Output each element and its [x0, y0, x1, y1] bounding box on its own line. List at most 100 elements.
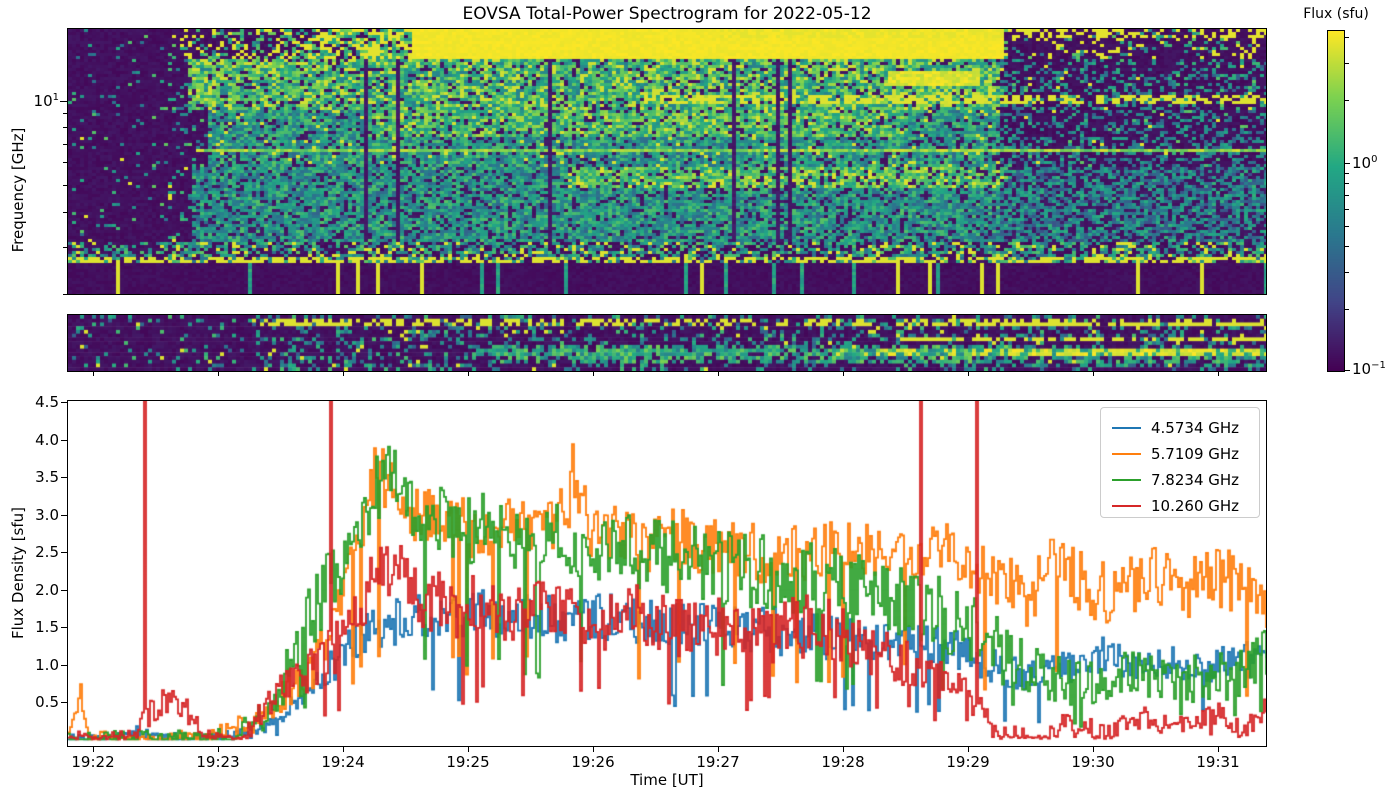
- spectrogram-ylabel: Frequency [GHz]: [9, 127, 27, 253]
- colorbar-tick-minor: [1345, 172, 1349, 174]
- x-tick: [343, 747, 345, 752]
- spectrogram-ytick-minor: [63, 127, 67, 128]
- y-tick: [61, 589, 67, 591]
- legend-label: 7.8234 GHz: [1151, 471, 1240, 489]
- lowband-xtick: [468, 372, 470, 376]
- legend-line-swatch: [1112, 452, 1141, 456]
- colorbar-panel: [1327, 30, 1345, 372]
- colorbar-tick-minor: [1345, 272, 1349, 274]
- legend-label: 4.5734 GHz: [1151, 419, 1240, 437]
- x-tick: [1093, 747, 1095, 752]
- y-tick: [61, 477, 67, 479]
- y-tick: [61, 439, 67, 441]
- y-tick-label: 1.5: [35, 618, 59, 636]
- lowband-xtick: [718, 372, 720, 376]
- colorbar-tick-major: [1345, 162, 1350, 164]
- lowband-xtick: [968, 372, 970, 376]
- figure-title: EOVSA Total-Power Spectrogram for 2022-0…: [462, 4, 872, 24]
- x-tick-label: 19:24: [321, 753, 365, 771]
- legend-line-swatch: [1112, 504, 1141, 508]
- y-tick: [61, 552, 67, 554]
- x-tick-label: 19:22: [71, 753, 115, 771]
- y-tick: [61, 664, 67, 666]
- spectrogram-ytick-minor: [63, 212, 67, 213]
- spectrogram-ytick-minor: [63, 113, 67, 114]
- x-tick: [968, 747, 970, 752]
- colorbar-tick-label-1: 100: [1352, 154, 1378, 172]
- spectrogram-ytick-minor: [63, 247, 67, 248]
- lowband-xtick: [593, 372, 595, 376]
- x-tick-label: 19:26: [571, 753, 615, 771]
- colorbar-tick-minor: [1345, 209, 1349, 211]
- colorbar-tick-major: [1345, 370, 1350, 372]
- timeseries-ylabel: Flux Density [sfu]: [9, 506, 27, 640]
- timeseries-xlabel: Time [UT]: [630, 771, 704, 789]
- x-tick-label: 19:30: [1071, 753, 1115, 771]
- colorbar-tick-minor: [1345, 63, 1349, 65]
- colorbar-tick-minor: [1345, 195, 1349, 197]
- legend: 4.5734 GHz 5.7109 GHz 7.8234 GHz 10.260 GHz: [1100, 407, 1260, 518]
- spectrogram-lowband-panel: [67, 314, 1267, 372]
- spectrogram-ytick-major: [60, 100, 67, 102]
- spectrogram-ytick-minor: [63, 162, 67, 163]
- spectrogram-main-panel: [67, 28, 1267, 295]
- x-tick: [718, 747, 720, 752]
- lowband-xtick: [1218, 372, 1220, 376]
- colorbar-tick-minor: [1345, 225, 1349, 227]
- y-tick-label: 2.5: [35, 543, 59, 561]
- legend-label: 5.7109 GHz: [1151, 445, 1240, 463]
- x-tick: [93, 747, 95, 752]
- y-tick-label: 3.0: [35, 505, 59, 524]
- spectrogram-ytick-label-10: 101: [33, 92, 59, 110]
- colorbar-tick-minor: [1345, 309, 1349, 311]
- x-tick: [843, 747, 845, 752]
- legend-entry: 10.260 GHz: [1101, 493, 1259, 519]
- legend-label: 10.260 GHz: [1151, 497, 1240, 515]
- lowband-xtick: [843, 372, 845, 376]
- y-tick-label: 0.5: [35, 693, 59, 711]
- y-tick: [61, 402, 67, 404]
- x-tick: [1218, 747, 1220, 752]
- x-tick: [468, 747, 470, 752]
- colorbar-tick-minor: [1345, 100, 1349, 102]
- legend-entry: 5.7109 GHz: [1101, 441, 1259, 467]
- colorbar-tick-minor: [1345, 183, 1349, 185]
- y-tick: [61, 627, 67, 629]
- legend-line-swatch: [1112, 478, 1141, 482]
- colorbar-tick-label-0p1: 10−1: [1352, 360, 1386, 378]
- timeseries-panel: [67, 400, 1267, 747]
- y-tick-label: 3.5: [35, 468, 59, 486]
- y-tick-label: 2.0: [35, 580, 59, 599]
- colorbar-label: Flux (sfu): [1303, 6, 1369, 22]
- x-tick-label: 19:31: [1196, 753, 1240, 771]
- x-tick-label: 19:29: [946, 753, 990, 771]
- spectrogram-ytick-minor: [63, 144, 67, 145]
- x-tick: [218, 747, 220, 752]
- lowband-xtick: [93, 372, 95, 376]
- legend-entry: 7.8234 GHz: [1101, 467, 1259, 493]
- x-tick-label: 19:23: [196, 753, 240, 771]
- timeseries-canvas: [68, 401, 1266, 746]
- x-tick-label: 19:25: [446, 753, 490, 771]
- y-tick-label: 4.0: [35, 430, 59, 449]
- x-tick-label: 19:28: [821, 753, 865, 771]
- y-tick: [61, 514, 67, 516]
- lowband-xtick: [218, 372, 220, 376]
- colorbar-tick-minor: [1345, 37, 1349, 39]
- lowband-xtick: [1093, 372, 1095, 376]
- legend-entry: 4.5734 GHz: [1101, 415, 1259, 441]
- spectrogram-lowband-canvas: [68, 315, 1266, 371]
- colorbar-canvas: [1328, 31, 1344, 371]
- y-tick-label: 1.0: [35, 655, 59, 674]
- spectrogram-ytick-minor: [63, 294, 67, 295]
- colorbar-tick-minor: [1345, 246, 1349, 248]
- lowband-xtick: [343, 372, 345, 376]
- y-tick-label: 4.5: [35, 393, 59, 411]
- spectrogram-main-canvas: [68, 29, 1266, 294]
- x-tick: [593, 747, 595, 752]
- spectrogram-ytick-minor: [63, 185, 67, 186]
- x-tick-label: 19:27: [696, 753, 740, 771]
- y-tick: [61, 702, 67, 704]
- legend-line-swatch: [1112, 426, 1141, 430]
